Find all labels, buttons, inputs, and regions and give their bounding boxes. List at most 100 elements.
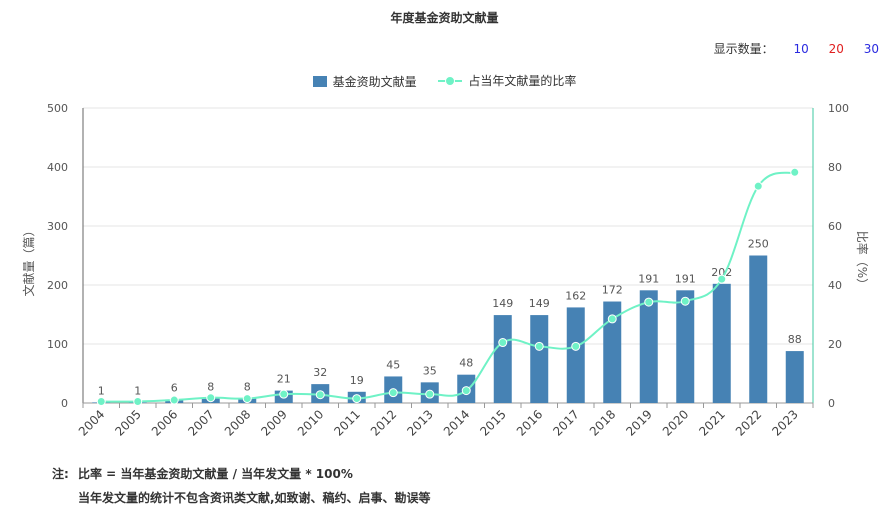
chart-title: 年度基金资助文献量 <box>390 11 499 25</box>
x-tick-label: 2021 <box>696 407 727 438</box>
chart-plot: 0 100 200 300 400 500 0 20 40 60 80 100 文献量（篇） 比率（%） 1… <box>21 102 870 439</box>
bar <box>749 255 768 403</box>
bar-data-label: 88 <box>788 333 802 346</box>
x-tick-label: 2009 <box>258 407 289 438</box>
bar <box>530 315 549 403</box>
ratio-point <box>498 338 508 348</box>
bar <box>566 307 585 403</box>
ratio-point <box>753 181 763 191</box>
x-tick-label: 2015 <box>477 407 508 438</box>
ratio-point <box>717 274 727 284</box>
x-tick-label: 2020 <box>660 407 691 438</box>
x-tick-label: 2006 <box>149 407 180 438</box>
bar <box>712 283 731 403</box>
x-tick-label: 2007 <box>185 407 216 438</box>
x-tick-label: 2023 <box>769 407 800 438</box>
ratio-point <box>534 341 544 351</box>
bar-data-label: 191 <box>638 272 659 285</box>
y-tick-right: 0 <box>828 397 835 410</box>
ratio-point <box>279 389 289 399</box>
y-tick-left: 400 <box>47 161 68 174</box>
note-line-2: 当年发文量的统计不包含资讯类文献,如致谢、稿约、启事、勘误等 <box>78 491 431 505</box>
y-tick-left: 500 <box>47 102 68 115</box>
bar-data-label: 21 <box>277 373 291 386</box>
note-prefix: 注: <box>52 467 69 481</box>
y-tick-left: 200 <box>47 279 68 292</box>
y-tick-left: 0 <box>61 397 68 410</box>
ratio-point <box>315 390 325 400</box>
note-line-1: 注: 比率 = 当年基金资助文献量 / 当年发文量 * 100% <box>52 462 431 486</box>
display-count-label: 显示数量： <box>713 42 774 56</box>
x-tick-label: 2008 <box>222 407 253 438</box>
x-tick-label: 2013 <box>404 407 435 438</box>
bar-data-label: 250 <box>748 238 769 251</box>
bar-data-label: 149 <box>529 297 550 310</box>
chart-legend: 基金资助文献量 占当年文献量的比率 <box>0 72 889 90</box>
display-count-option-30[interactable]: 30 <box>863 42 879 56</box>
chart-notes: 注: 比率 = 当年基金资助文献量 / 当年发文量 * 100% 当年发文量的统计… <box>52 462 431 510</box>
y-tick-right: 40 <box>828 279 842 292</box>
bar-data-label: 1 <box>98 384 105 397</box>
x-tick-label: 2014 <box>441 407 472 438</box>
y-tick-right: 60 <box>828 220 842 233</box>
bar-data-label: 35 <box>423 364 437 377</box>
display-count-option-10[interactable]: 10 <box>793 42 809 56</box>
note-ratio-formula: 比率 = 当年基金资助文献量 / 当年发文量 * 100% <box>78 467 353 481</box>
bar-data-label: 45 <box>386 358 400 371</box>
x-tick-label: 2005 <box>112 407 143 438</box>
ratio-point <box>790 167 800 177</box>
bar-data-label: 172 <box>602 284 623 297</box>
legend-item-ratio[interactable]: 占当年文献量的比率 <box>438 72 576 89</box>
x-tick-label: 2016 <box>514 407 545 438</box>
bar-data-label: 6 <box>171 381 178 394</box>
y-axis-right-title: 比率（%） <box>855 231 870 290</box>
x-tick-label: 2017 <box>550 407 581 438</box>
legend-bar-swatch <box>312 75 327 87</box>
display-count-option-20[interactable]: 20 <box>828 42 844 56</box>
ratio-point <box>96 397 106 407</box>
ratio-point <box>680 296 690 306</box>
y-tick-right: 20 <box>828 338 842 351</box>
legend-label-funded: 基金资助文献量 <box>332 74 417 89</box>
legend-line-swatch <box>438 75 463 87</box>
ratio-point <box>607 314 617 324</box>
x-tick-label: 2018 <box>587 407 618 438</box>
bar-data-label: 19 <box>350 374 364 387</box>
bar <box>493 315 512 403</box>
y-tick-right: 100 <box>828 102 849 115</box>
bar-data-label: 48 <box>459 357 473 370</box>
ratio-point <box>352 394 362 404</box>
bar-data-label: 32 <box>313 366 327 379</box>
bar <box>676 290 695 403</box>
x-tick-label: 2010 <box>295 407 326 438</box>
ratio-point <box>644 297 654 307</box>
ratio-point <box>133 397 143 407</box>
x-tick-label: 2022 <box>733 407 764 438</box>
ratio-point <box>206 393 216 403</box>
y-tick-left: 100 <box>47 338 68 351</box>
bar-data-label: 8 <box>207 380 214 393</box>
bar-data-label: 1 <box>134 384 141 397</box>
ratio-point <box>388 388 398 398</box>
ratio-point <box>169 395 179 405</box>
legend-item-funded[interactable]: 基金资助文献量 <box>312 73 417 90</box>
x-tick-label: 2019 <box>623 407 654 438</box>
bar <box>603 301 622 403</box>
bar <box>785 351 804 403</box>
ratio-point <box>425 389 435 399</box>
display-count-selector: 显示数量： 10 20 30 <box>708 40 879 57</box>
y-axis-left-title: 文献量（篇） <box>21 224 36 296</box>
bar <box>639 290 658 403</box>
y-tick-left: 300 <box>47 220 68 233</box>
bar-data-label: 162 <box>565 289 586 302</box>
y-tick-right: 80 <box>828 161 842 174</box>
bar-data-label: 191 <box>675 272 696 285</box>
bar-data-label: 8 <box>244 380 251 393</box>
x-tick-label: 2012 <box>368 407 399 438</box>
x-tick-label: 2004 <box>76 407 107 438</box>
bar-data-label: 149 <box>492 297 513 310</box>
ratio-point <box>571 341 581 351</box>
ratio-point <box>242 394 252 404</box>
legend-label-ratio: 占当年文献量的比率 <box>468 74 577 88</box>
x-tick-label: 2011 <box>331 407 362 438</box>
